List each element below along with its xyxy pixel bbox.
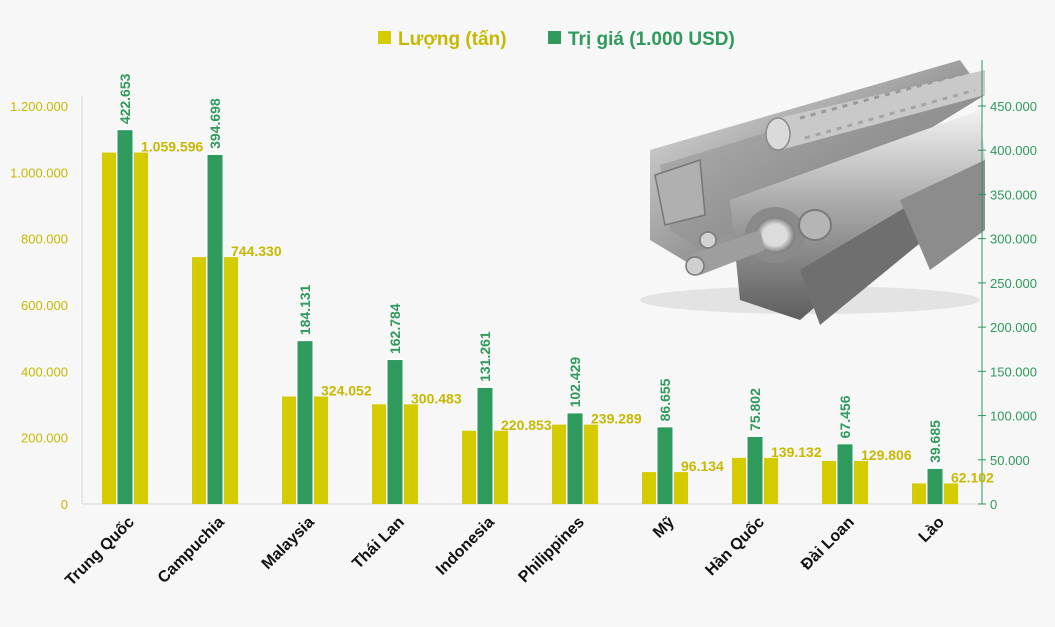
y-right-tick-label: 50.000 <box>990 453 1030 468</box>
y-right-tick-label: 0 <box>990 497 997 512</box>
label-qty: 300.483 <box>411 390 462 406</box>
label-value: 131.261 <box>477 331 493 382</box>
bar-value <box>477 387 493 504</box>
label-qty: 129.806 <box>861 447 912 463</box>
bar-value <box>387 360 403 504</box>
y-right-tick-label: 200.000 <box>990 320 1037 335</box>
category-label: Malaysia <box>259 514 318 573</box>
bar-value <box>747 436 763 504</box>
category-label: Campuchia <box>155 514 228 587</box>
label-value: 86.655 <box>657 378 673 421</box>
y-right-tick-label: 250.000 <box>990 276 1037 291</box>
bar-value <box>927 468 943 504</box>
category-label: Đài Loan <box>798 514 858 574</box>
label-qty: 324.052 <box>321 383 372 399</box>
label-value: 39.685 <box>927 420 943 463</box>
y-left-tick-label: 200.000 <box>21 431 68 446</box>
steel-products-image <box>640 60 985 325</box>
label-qty: 139.132 <box>771 444 822 460</box>
label-qty: 220.853 <box>501 417 552 433</box>
data-labels: 1.059.596 422.653 744.330 394.698 324.052 184… <box>117 73 994 485</box>
y-right-tick-label: 400.000 <box>990 143 1037 158</box>
bar-value <box>297 341 313 504</box>
legend: Lượng (tấn) Trị giá (1.000 USD) <box>378 29 735 50</box>
category-label: Indonesia <box>433 514 498 579</box>
label-value: 102.429 <box>567 357 583 408</box>
bar-value <box>117 130 133 505</box>
label-qty: 744.330 <box>231 243 282 259</box>
label-value: 394.698 <box>207 98 223 149</box>
category-label: Hàn Quốc <box>702 514 768 580</box>
y-right-tick-label: 450.000 <box>990 99 1037 114</box>
y-right-tick-label: 300.000 <box>990 232 1037 247</box>
category-label: Thái Lan <box>349 514 408 573</box>
y-right-tick-label: 100.000 <box>990 409 1037 424</box>
axes: 0 200.000 400.000 600.000 800.000 1.000.000 1.… <box>10 60 1037 512</box>
bar-value <box>207 154 223 504</box>
bar-value <box>567 413 583 504</box>
bar-value <box>837 444 853 504</box>
label-qty: 1.059.596 <box>141 139 203 155</box>
category-label: Lào <box>916 514 948 546</box>
y-right-tick-label: 150.000 <box>990 364 1037 379</box>
category-labels: Trung Quốc Campuchia Malaysia Thái Lan Indon… <box>62 514 948 590</box>
label-value: 422.653 <box>117 73 133 124</box>
label-qty: 239.289 <box>591 411 642 427</box>
legend-swatch-value <box>548 31 561 44</box>
label-value: 75.802 <box>747 388 763 431</box>
y-left-tick-label: 0 <box>61 497 68 512</box>
category-label: Trung Quốc <box>62 514 138 590</box>
y-left-tick-label: 1.200.000 <box>10 99 68 114</box>
label-value: 162.784 <box>387 303 403 354</box>
y-left-tick-label: 600.000 <box>21 298 68 313</box>
legend-swatch-qty <box>378 31 391 44</box>
label-value: 67.456 <box>837 395 853 438</box>
category-label: Philippines <box>515 514 587 586</box>
y-left-tick-label: 400.000 <box>21 364 68 379</box>
bar-value <box>657 427 673 504</box>
legend-label-qty: Lượng (tấn) <box>398 29 507 50</box>
y-right-tick-label: 350.000 <box>990 187 1037 202</box>
category-label: Mỹ <box>650 514 678 542</box>
bars <box>102 128 958 505</box>
label-value: 184.131 <box>297 284 313 335</box>
legend-label-value: Trị giá (1.000 USD) <box>568 29 735 50</box>
y-left-tick-label: 800.000 <box>21 232 68 247</box>
y-left-tick-label: 1.000.000 <box>10 165 68 180</box>
label-qty: 96.134 <box>681 458 724 474</box>
label-qty: 62.102 <box>951 469 994 485</box>
